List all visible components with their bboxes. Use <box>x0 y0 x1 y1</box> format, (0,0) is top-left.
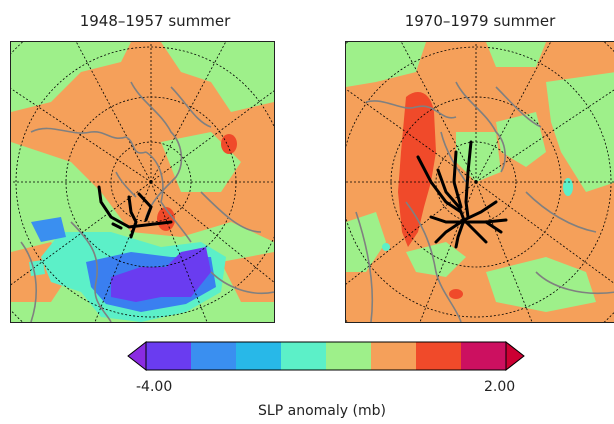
left-polar-map <box>10 41 275 323</box>
region-red <box>157 207 175 231</box>
region-green <box>11 42 131 112</box>
region-green <box>346 212 386 272</box>
region-green <box>406 242 466 277</box>
coastlines <box>355 81 614 322</box>
region-red-small <box>449 289 463 299</box>
legend-bin <box>281 342 327 370</box>
region-red <box>398 92 436 247</box>
legend-title: SLP anomaly (mb) <box>258 403 386 419</box>
region-purple <box>111 247 211 302</box>
region-green <box>161 42 274 112</box>
region-cyan <box>563 178 573 196</box>
left-map-canvas <box>11 42 274 322</box>
legend-bin <box>236 342 282 370</box>
legend-over-triangle <box>505 340 525 372</box>
legend-bin <box>371 342 417 370</box>
storm-tracks <box>416 140 508 249</box>
legend-bin <box>146 342 192 370</box>
legend-bins <box>127 340 525 372</box>
storm-tracks <box>97 185 173 239</box>
region-blue-small <box>31 217 66 242</box>
region-green <box>161 132 241 192</box>
legend-bin <box>326 342 372 370</box>
left-map-title: 1948–1957 summer <box>79 12 231 30</box>
region-cyan <box>382 243 390 251</box>
legend-frame <box>145 341 507 371</box>
legend-bin <box>191 342 237 370</box>
color-legend <box>127 340 525 372</box>
region-green <box>546 72 614 192</box>
right-polar-map <box>345 41 614 323</box>
region-green <box>496 112 546 167</box>
region-green <box>486 42 546 67</box>
region-red <box>221 134 237 154</box>
region-orange <box>221 252 274 302</box>
right-map-title: 1970–1979 summer <box>404 12 556 30</box>
legend-bin <box>461 342 507 370</box>
region-green <box>486 257 596 312</box>
legend-under-triangle <box>127 340 147 372</box>
coastlines <box>20 81 274 322</box>
legend-max-label: 2.00 <box>484 379 516 395</box>
right-map-canvas <box>346 42 614 322</box>
region-green <box>346 42 426 87</box>
legend-bin <box>416 342 462 370</box>
legend-min-label: -4.00 <box>136 379 173 395</box>
